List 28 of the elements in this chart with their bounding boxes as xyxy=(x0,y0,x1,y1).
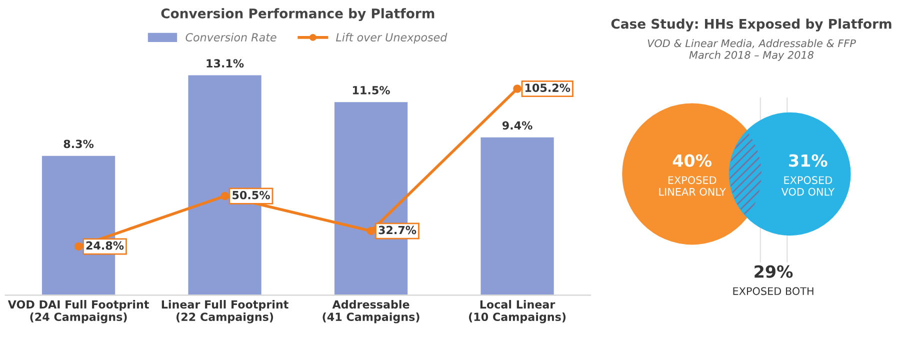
text: VOD & Linear Media, Addressable & FFP March 2018 – May 2018 xyxy=(648,39,856,61)
x-tick-label: Linear Full Footprint (22 Campaigns) xyxy=(162,300,288,324)
x-tick-label: VOD DAI Full Footprint (24 Campaigns) xyxy=(8,300,149,324)
legend-label: Lift over Unexposed xyxy=(336,32,448,44)
data-label: 31% xyxy=(789,154,828,167)
data-label: 105.2% xyxy=(525,84,570,92)
point xyxy=(513,84,522,93)
bar xyxy=(480,137,554,296)
data-label: 8.3% xyxy=(64,140,94,148)
category-label: EXPOSED LINEAR ONLY xyxy=(659,176,726,196)
x-tick-label: Addressable (41 Campaigns) xyxy=(322,300,420,324)
data-label: 13.1% xyxy=(206,59,244,68)
data-label: 9.4% xyxy=(502,121,532,130)
point xyxy=(366,226,376,236)
chart-title: Conversion Performance by Platform xyxy=(161,8,434,22)
data-label: 24.8% xyxy=(86,241,124,250)
category-label: EXPOSED BOTH xyxy=(733,287,814,296)
text: Case Study: HHs Exposed by Platform xyxy=(611,18,892,32)
data-label: 29% xyxy=(754,265,793,278)
point xyxy=(74,242,83,251)
data-label: 40% xyxy=(672,154,712,167)
category-label: EXPOSED VOD ONLY xyxy=(781,176,835,196)
data-label: 11.5% xyxy=(353,86,390,94)
data-label: 32.7% xyxy=(378,226,416,234)
legend-label: Conversion Rate xyxy=(186,32,276,42)
x-tick-label: Local Linear (10 Campaigns) xyxy=(469,300,566,324)
point xyxy=(220,192,229,200)
data-label: 50.5% xyxy=(232,190,270,200)
